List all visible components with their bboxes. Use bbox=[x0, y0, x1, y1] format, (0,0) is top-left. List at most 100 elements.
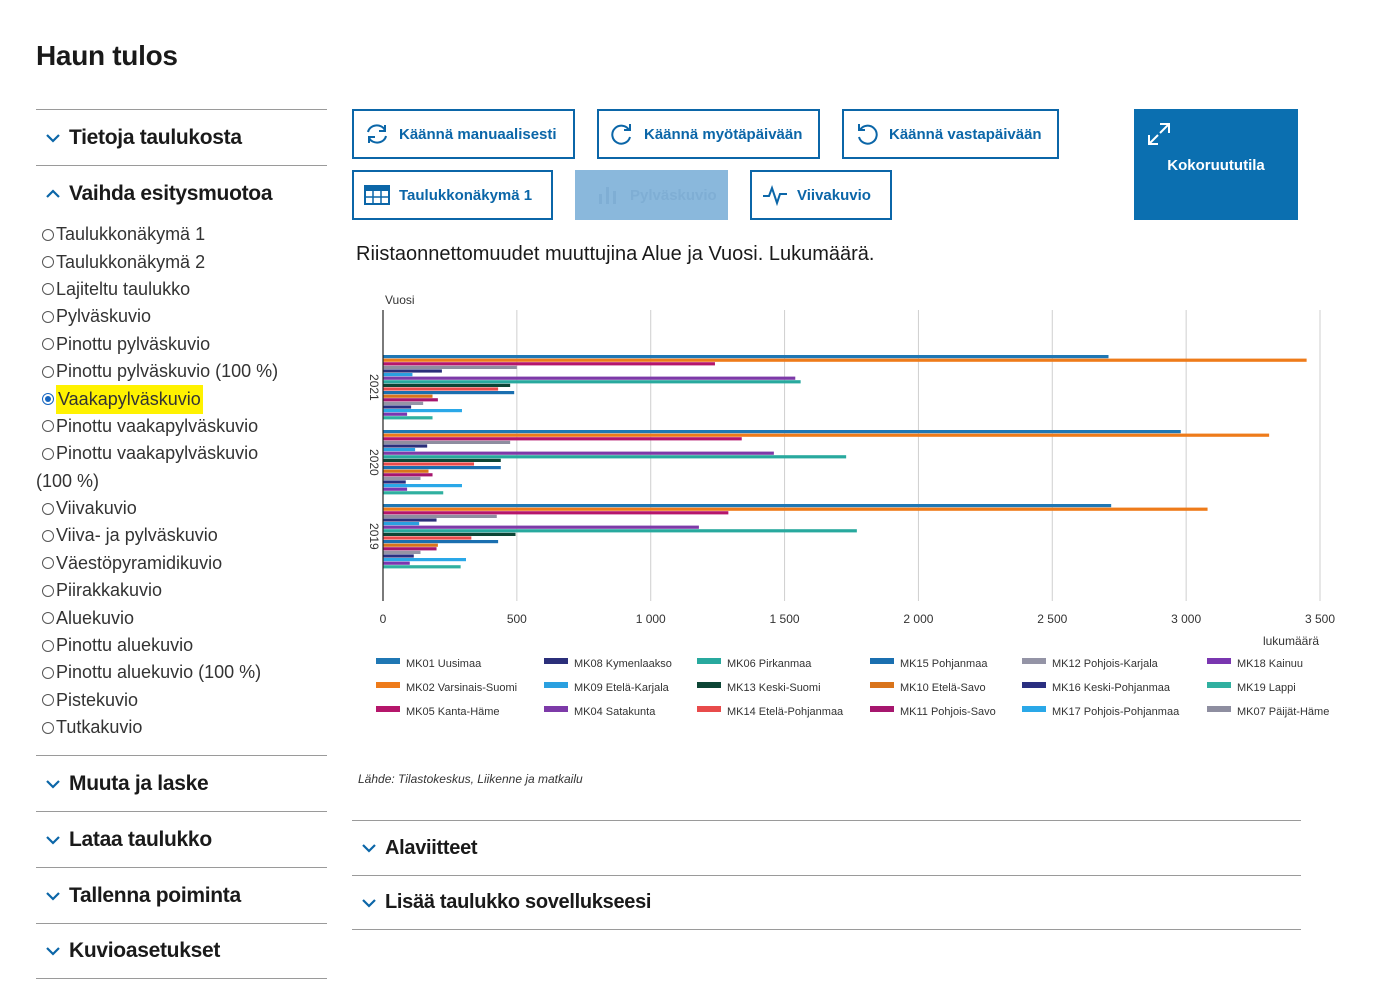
bar bbox=[383, 543, 438, 547]
accordion-label: Lataa taulukko bbox=[69, 827, 212, 851]
bar bbox=[383, 550, 421, 554]
option-vaakapylvaskuvio[interactable]: Vaakapylväskuvio bbox=[36, 384, 327, 414]
accordion-lisaa-taulukko-sovellukseesi[interactable]: Lisää taulukko sovellukseesi bbox=[352, 875, 1301, 930]
legend-swatch bbox=[870, 706, 894, 712]
bar bbox=[383, 387, 499, 391]
legend-label: MK16 Keski-Pohjanmaa bbox=[1052, 682, 1171, 694]
option-label: Pinottu pylväskuvio bbox=[56, 333, 211, 354]
bar bbox=[383, 484, 462, 488]
radio-button[interactable] bbox=[42, 612, 54, 625]
option-pinottu-aluekuvio[interactable]: Pinottu aluekuvio bbox=[36, 632, 327, 659]
bar bbox=[383, 430, 1181, 434]
option-label: Viivakuvio bbox=[56, 498, 137, 519]
fullscreen-button[interactable]: Kokoruututila bbox=[1134, 109, 1298, 220]
y-tick-label: 2021 bbox=[367, 374, 381, 401]
option-viivakuvio[interactable]: Viivakuvio bbox=[36, 495, 327, 522]
button-label: Viivakuvio bbox=[797, 186, 871, 204]
option-label: Pylväskuvio bbox=[56, 306, 152, 327]
y-tick-label: 2019 bbox=[367, 523, 381, 550]
option-aluekuvio[interactable]: Aluekuvio bbox=[36, 604, 327, 631]
radio-button[interactable] bbox=[42, 310, 54, 323]
table-view-button[interactable]: Taulukkonäkymä 1 bbox=[352, 170, 553, 220]
option-label: Pinottu vaakapylväskuvio bbox=[56, 415, 259, 436]
legend-label: MK05 Kanta-Häme bbox=[406, 706, 500, 718]
radio-button[interactable] bbox=[42, 228, 54, 241]
option-lajiteltu-taulukko[interactable]: Lajiteltu taulukko bbox=[36, 276, 327, 303]
radio-button[interactable] bbox=[42, 502, 54, 515]
option-pinottu-pylvaskuvio[interactable]: Pinottu pylväskuvio bbox=[36, 331, 327, 358]
radio-button[interactable] bbox=[42, 694, 54, 707]
rotate-icon bbox=[367, 124, 387, 144]
bar bbox=[383, 455, 847, 459]
accordion-label: Alaviitteet bbox=[385, 836, 478, 859]
bar bbox=[383, 405, 412, 409]
legend-label: MK09 Etelä-Karjala bbox=[574, 682, 670, 694]
rotate-manual-button[interactable]: Käännä manuaalisesti bbox=[352, 109, 575, 159]
option-tutkakuvio[interactable]: Tutkakuvio bbox=[36, 714, 327, 741]
option-piirakkakuvio[interactable]: Piirakkakuvio bbox=[36, 577, 327, 604]
accordion-muuta-ja-laske[interactable]: Muuta ja laske bbox=[36, 755, 327, 811]
radio-button[interactable] bbox=[42, 584, 54, 597]
rotate-clockwise-button[interactable]: Käännä myötäpäivään bbox=[597, 109, 820, 159]
option-pinottu-pylvaskuvio-100[interactable]: Pinottu pylväskuvio (100 %) bbox=[36, 358, 327, 385]
x-tick-label: 3 500 bbox=[1305, 612, 1335, 626]
option-vaestopyramidikuvio[interactable]: Väestöpyramidikuvio bbox=[36, 550, 327, 577]
radio-button[interactable] bbox=[42, 420, 54, 433]
legend-swatch bbox=[1207, 658, 1231, 664]
radio-button[interactable] bbox=[42, 557, 54, 570]
accordion-kuvioasetukset[interactable]: Kuvioasetukset bbox=[36, 923, 327, 980]
x-tick-label: 0 bbox=[380, 612, 387, 626]
legend-swatch bbox=[544, 706, 568, 712]
radio-button[interactable] bbox=[42, 365, 54, 378]
legend-label: MK11 Pohjois-Savo bbox=[900, 706, 996, 718]
option-taulukkonakyma-2[interactable]: Taulukkonäkymä 2 bbox=[36, 248, 327, 275]
bar-chart-button[interactable]: Pylväskuvio bbox=[575, 170, 728, 220]
option-taulukkonakyma-1[interactable]: Taulukkonäkymä 1 bbox=[36, 221, 327, 248]
option-label: Lajiteltu taulukko bbox=[56, 278, 191, 299]
radio-button[interactable] bbox=[42, 447, 54, 460]
x-tick-label: 1 500 bbox=[770, 612, 800, 626]
bar bbox=[383, 380, 801, 384]
accordion-label: Tallenna poiminta bbox=[69, 883, 241, 907]
accordion-tallenna-poiminta[interactable]: Tallenna poiminta bbox=[36, 867, 327, 923]
option-viiva-ja-pylvaskuvio[interactable]: Viiva- ja pylväskuvio bbox=[36, 522, 327, 549]
radio-button[interactable] bbox=[42, 529, 54, 542]
line-chart-button[interactable]: Viivakuvio bbox=[750, 170, 892, 220]
legend-label: MK13 Keski-Suomi bbox=[727, 682, 821, 694]
option-pylvaskuvio[interactable]: Pylväskuvio bbox=[36, 303, 327, 330]
bar bbox=[383, 362, 715, 366]
bar bbox=[383, 547, 437, 551]
legend-swatch bbox=[1022, 682, 1046, 688]
accordion-tietoja-taulukosta[interactable]: Tietoja taulukosta bbox=[36, 109, 327, 165]
radio-button[interactable] bbox=[42, 721, 54, 734]
option-label: Piirakkakuvio bbox=[56, 580, 163, 601]
chevron-down-icon bbox=[36, 835, 69, 845]
option-label: Taulukkonäkymä 2 bbox=[56, 251, 206, 272]
bar bbox=[383, 540, 499, 544]
x-tick-label: 3 000 bbox=[1171, 612, 1201, 626]
rotate-counterclockwise-button[interactable]: Käännä vastapäivään bbox=[842, 109, 1059, 159]
radio-button[interactable] bbox=[42, 639, 54, 652]
button-label: Käännä manuaalisesti bbox=[399, 125, 557, 143]
radio-button-selected[interactable] bbox=[42, 393, 54, 406]
radio-button[interactable] bbox=[42, 666, 54, 679]
legend-label: MK12 Pohjois-Karjala bbox=[1052, 658, 1159, 670]
legend-swatch bbox=[1207, 682, 1231, 688]
option-pinottu-vaakapylvaskuvio-100[interactable]: Pinottu vaakapylväskuvio bbox=[36, 440, 327, 467]
radio-button[interactable] bbox=[42, 256, 54, 269]
bar bbox=[383, 504, 1112, 508]
bar bbox=[383, 444, 428, 448]
radio-button[interactable] bbox=[42, 338, 54, 351]
accordion-alaviitteet[interactable]: Alaviitteet bbox=[352, 820, 1301, 875]
option-pistekuvio[interactable]: Pistekuvio bbox=[36, 687, 327, 714]
option-pinottu-aluekuvio-100[interactable]: Pinottu aluekuvio (100 %) bbox=[36, 659, 327, 686]
radio-button[interactable] bbox=[42, 283, 54, 296]
legend-label: MK18 Kainuu bbox=[1237, 658, 1303, 670]
button-label: Kokoruututila bbox=[1167, 157, 1265, 174]
accordion-vaihda-esitysmuotoa[interactable]: Vaihda esitysmuotoa bbox=[36, 165, 327, 221]
legend-swatch bbox=[697, 658, 721, 664]
bar bbox=[383, 518, 437, 522]
accordion-lataa-taulukko[interactable]: Lataa taulukko bbox=[36, 811, 327, 867]
option-pinottu-vaakapylvaskuvio[interactable]: Pinottu vaakapylväskuvio bbox=[36, 413, 327, 440]
legend-swatch bbox=[376, 682, 400, 688]
